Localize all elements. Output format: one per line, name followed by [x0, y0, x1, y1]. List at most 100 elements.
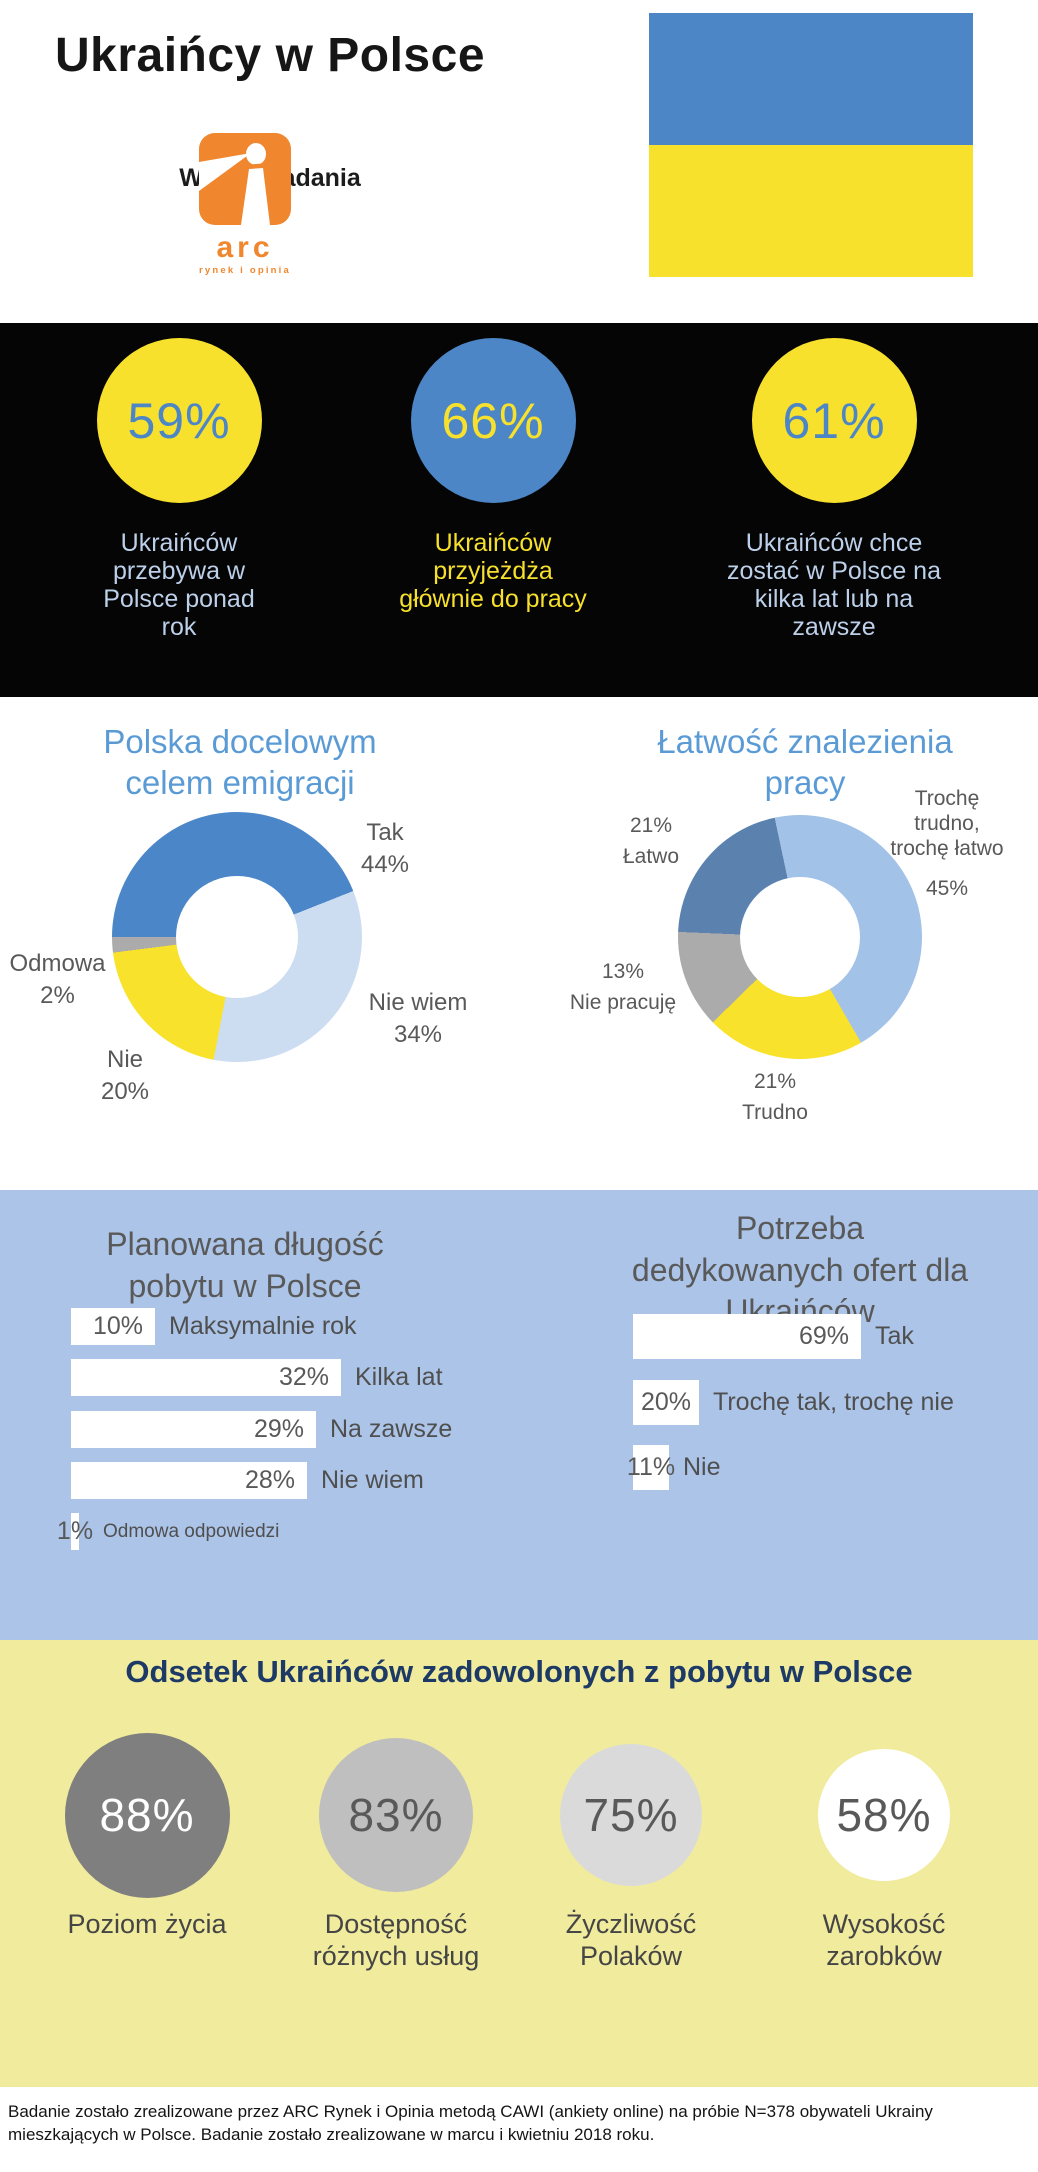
arc-logo: arc rynek i opinia — [189, 133, 301, 276]
key-stat: 66% Ukraińców przyjeżdża głównie do pracy — [363, 338, 623, 613]
bar-value: 32% — [278, 1363, 329, 1391]
bar: 20% — [633, 1380, 699, 1425]
satisfaction-value: 58% — [836, 1789, 932, 1841]
bar: 11% — [627, 1445, 675, 1490]
satisfaction-section: Odsetek Ukraińców zadowolonych z pobytu … — [0, 1640, 1038, 2087]
bar: 1% — [57, 1513, 93, 1550]
donut-segment-label: Nie 20% — [70, 1045, 180, 1107]
satisfaction-value: 83% — [348, 1789, 444, 1841]
bar-value: 29% — [253, 1415, 304, 1443]
bar-value: 28% — [244, 1466, 295, 1494]
circle-wrap: 83% — [281, 1726, 511, 1904]
bar-value: 11% — [626, 1453, 676, 1481]
bar-label: Odmowa odpowiedzi — [103, 1520, 280, 1542]
header-section: Ukraińcy w Polsce Wyniki badania arc ryn… — [0, 0, 1038, 323]
donut-segment-label: 13% Nie pracuję — [563, 959, 683, 1015]
bar-row: 1% Odmowa odpowiedzi — [57, 1513, 1038, 1550]
segment-value: 45% — [925, 876, 969, 900]
segment-value: 2% — [40, 982, 75, 1009]
ukraine-flag — [649, 13, 973, 277]
satisfaction-circle: 83% — [319, 1738, 473, 1892]
stat-caption: Ukraińców przyjeżdża głównie do pracy — [399, 529, 587, 613]
lighthouse-icon — [199, 133, 291, 225]
key-stat: 61% Ukraińców chce zostać w Polsce na kil… — [684, 338, 984, 641]
donut-segment-label: 21% Trudno — [720, 1069, 830, 1125]
arc-logo-text: arc — [216, 231, 274, 264]
donut-segment-label: Nie wiem 34% — [348, 988, 488, 1050]
segment-name: Trochę trudno, trochę łatwo — [890, 787, 1004, 861]
key-stats-section: 59% Ukraińców przebywa w Polsce ponad rok… — [0, 323, 1038, 697]
donut-hole — [176, 876, 298, 998]
satisfaction-value: 75% — [583, 1789, 679, 1841]
stat-circle: 59% — [96, 338, 262, 503]
satisfaction-value: 88% — [99, 1789, 195, 1841]
satisfaction-label: Życzliwość Polaków — [565, 1909, 697, 1972]
circle-wrap: 75% — [516, 1726, 746, 1904]
bar-label: Na zawsze — [330, 1415, 453, 1443]
circle-wrap: 58% — [769, 1726, 999, 1904]
bar-row: 32% Kilka lat — [71, 1359, 1038, 1396]
segment-name: Nie — [106, 1046, 143, 1073]
bar-value: 1% — [56, 1517, 94, 1545]
bar-row: 28% Nie wiem — [71, 1462, 1038, 1499]
circle-wrap: 88% — [32, 1726, 262, 1904]
segment-name: Nie pracuję — [569, 991, 677, 1015]
bar-label: Nie — [683, 1453, 721, 1481]
bar-label: Tak — [875, 1322, 914, 1350]
bar-label: Trochę tak, trochę nie — [713, 1388, 954, 1416]
bar-row: 11% Nie — [627, 1445, 1038, 1490]
satisfaction-circle: 58% — [818, 1749, 950, 1881]
bar-value: 20% — [640, 1388, 692, 1416]
bar: 32% — [71, 1359, 341, 1396]
emigration-chart-title: Polska docelowym celem emigracji — [103, 723, 377, 801]
segment-name: Odmowa — [9, 950, 106, 977]
satisfaction-circle: 75% — [560, 1744, 702, 1886]
segment-value: 34% — [393, 1021, 443, 1048]
segment-name: Tak — [366, 819, 404, 846]
methodology-note: Badanie zostało zrealizowane przez ARC R… — [8, 2102, 933, 2144]
bar-value: 10% — [92, 1312, 143, 1340]
work-chart-title: Łatwość znalezienia pracy — [657, 723, 953, 801]
segment-name: Trudno — [742, 1101, 808, 1125]
arc-logo-tagline: rynek i opinia — [198, 265, 292, 276]
segment-value: 21% — [753, 1070, 797, 1093]
page-title: Ukraińcy w Polsce — [54, 29, 486, 82]
satisfaction-label: Dostępność różnych usług — [312, 1909, 480, 1972]
donut-hole — [740, 877, 860, 997]
bar: 28% — [71, 1462, 307, 1499]
segment-name: Nie wiem — [368, 989, 468, 1016]
donut-charts-section: Polska docelowym celem emigracji Łatwość… — [0, 697, 1038, 1190]
donut-segment-label: Trochę trudno, trochę łatwo 45% — [888, 786, 1006, 901]
satisfaction-label: Wysokość zarobków — [822, 1909, 946, 1972]
bar-row: 10% Maksymalnie rok — [71, 1308, 1038, 1345]
bar-row: 29% Na zawsze — [71, 1411, 1038, 1448]
segment-value: 44% — [360, 851, 410, 878]
satisfaction-circle: 88% — [64, 1732, 230, 1898]
stat-circle: 61% — [751, 338, 917, 503]
bar-label: Kilka lat — [355, 1363, 443, 1391]
footer-section: Badanie zostało zrealizowane przez ARC R… — [0, 2087, 1038, 2172]
stat-caption: Ukraińców przebywa w Polsce ponad rok — [103, 529, 255, 641]
stat-value: 66% — [441, 392, 545, 449]
bar-row: 69% Tak — [633, 1314, 1038, 1359]
satisfaction-label: Poziom życia — [67, 1909, 227, 1939]
stat-value: 59% — [127, 392, 231, 449]
donut-chart — [112, 812, 362, 1062]
bar: 10% — [71, 1308, 155, 1345]
flag-bottom — [649, 145, 973, 277]
satisfaction-title: Odsetek Ukraińców zadowolonych z pobytu … — [125, 1654, 913, 1689]
stat-caption: Ukraińców chce zostać w Polsce na kilka … — [727, 529, 941, 641]
donut-segment-label: 21% Łatwo — [596, 813, 706, 869]
bar-label: Nie wiem — [321, 1466, 424, 1494]
bar: 69% — [633, 1314, 861, 1359]
donut-chart — [678, 815, 922, 1059]
stat-value: 61% — [782, 392, 886, 449]
bar-charts-section: Planowana długość pobytu w Polsce Potrze… — [0, 1190, 1038, 1640]
stat-circle: 66% — [410, 338, 576, 503]
segment-value: 13% — [601, 960, 645, 983]
bar-row: 20% Trochę tak, trochę nie — [633, 1380, 1038, 1425]
donut-segment-label: Tak 44% — [330, 818, 440, 880]
segment-value: 21% — [629, 814, 673, 837]
flag-top — [649, 13, 973, 145]
